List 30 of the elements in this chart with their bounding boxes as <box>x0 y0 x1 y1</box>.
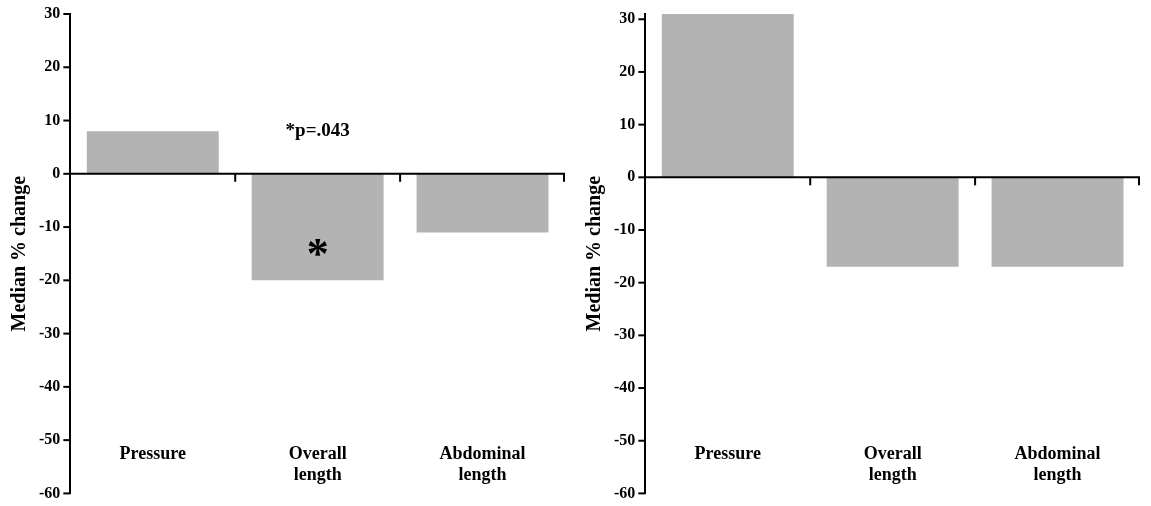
y-tick-label: -40 <box>614 378 636 396</box>
y-tick-label: -50 <box>614 430 636 448</box>
y-tick-label: -30 <box>39 323 61 341</box>
y-tick-label: -50 <box>39 430 61 448</box>
y-tick-label: -30 <box>614 325 636 343</box>
y-tick-label: 20 <box>44 57 61 75</box>
y-tick-label: -20 <box>39 270 61 288</box>
y-tick-label: -60 <box>614 483 636 501</box>
annotation: *p=.043 <box>285 119 350 141</box>
x-tick-label: Overall length <box>863 442 922 485</box>
y-tick-label: 0 <box>52 163 61 181</box>
y-tick-label: -20 <box>614 272 636 290</box>
x-tick-label: Overall length <box>288 442 347 485</box>
y-tick-label: -10 <box>39 217 61 235</box>
y-tick-label: -10 <box>614 220 636 238</box>
x-tick-label: Pressure <box>694 442 761 463</box>
y-tick-label: 0 <box>627 167 636 185</box>
y-tick-label: 10 <box>619 114 636 132</box>
y-tick-label: 30 <box>44 4 61 22</box>
y-tick-label: 30 <box>619 9 636 27</box>
y-axis-title: Median % change <box>582 175 606 332</box>
y-tick-label: -40 <box>39 377 61 395</box>
y-tick-label: 10 <box>44 110 61 128</box>
x-tick-label: Pressure <box>119 442 186 463</box>
x-tick-label: Abdominal length <box>439 442 526 485</box>
annotation: * <box>306 229 329 279</box>
y-tick-label: 20 <box>619 62 636 80</box>
x-tick-label: Abdominal length <box>1014 442 1101 485</box>
y-axis-title: Median % change <box>7 175 31 332</box>
y-tick-label: -60 <box>39 483 61 501</box>
